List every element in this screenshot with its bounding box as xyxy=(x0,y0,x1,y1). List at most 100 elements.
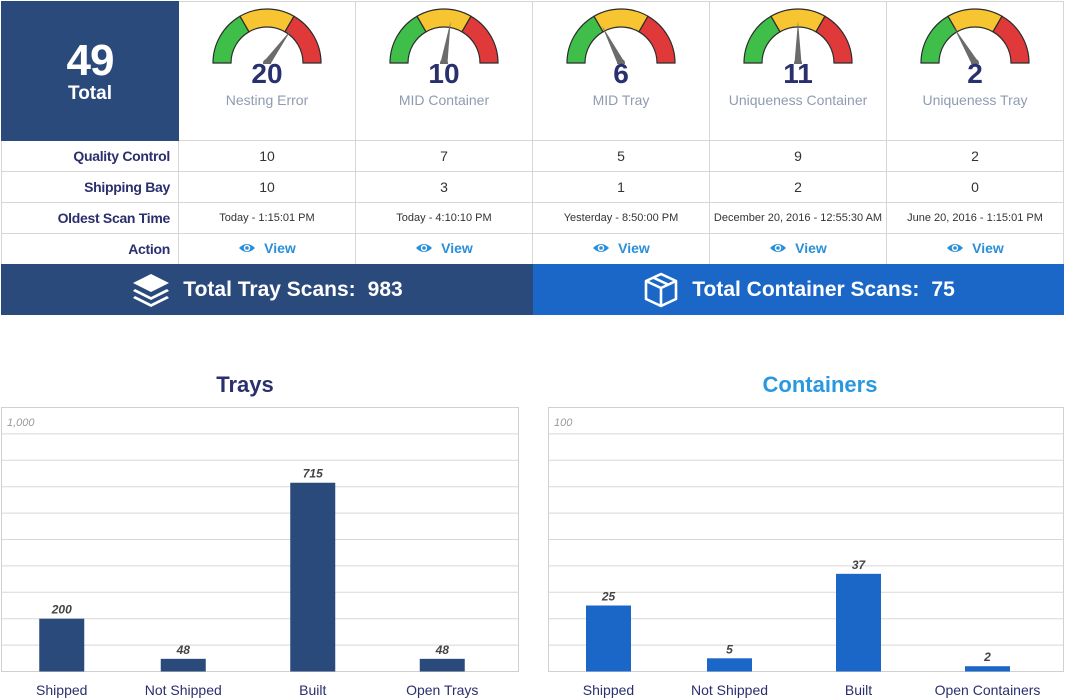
gauge-needle xyxy=(440,21,451,64)
gauge-needle xyxy=(601,25,625,64)
gauge-tile: 10 MID Container xyxy=(355,1,533,141)
x-axis-category-label: Shipped xyxy=(583,682,634,698)
gauge-needle-hub xyxy=(971,59,979,64)
x-axis-category-label: Built xyxy=(299,682,326,698)
table-cell: Today - 4:10:10 PM xyxy=(355,202,533,234)
bar xyxy=(39,618,85,672)
row-label: Oldest Scan Time xyxy=(1,202,179,234)
view-link[interactable]: View xyxy=(769,240,827,256)
gauge-needle-hub xyxy=(263,59,271,64)
gauge-needle xyxy=(264,29,292,64)
view-link[interactable]: View xyxy=(592,240,650,256)
gauge-meter-icon xyxy=(920,8,1030,64)
table-cell: 2 xyxy=(886,140,1064,172)
bar xyxy=(836,573,881,672)
x-axis-category-label: Built xyxy=(845,682,872,698)
view-link-label: View xyxy=(264,239,296,256)
gauge-needle-hub xyxy=(794,59,802,64)
gauge-red-segment xyxy=(461,15,499,64)
gauge-yellow-segment xyxy=(593,8,649,33)
row-label: Action xyxy=(1,233,179,265)
bar xyxy=(965,666,1010,672)
bar xyxy=(160,658,206,672)
bar-value-label: 2 xyxy=(983,650,991,664)
table-cell: 10 xyxy=(178,140,356,172)
gauge-tile: 11 Uniqueness Container xyxy=(709,1,887,141)
eye-icon xyxy=(416,243,433,252)
eye-icon xyxy=(239,243,256,252)
gauge-label: MID Container xyxy=(398,92,490,108)
eye-icon xyxy=(947,243,964,252)
table-cell: 0 xyxy=(886,171,1064,203)
bar xyxy=(419,658,465,672)
table-cell: June 20, 2016 - 1:15:01 PM xyxy=(886,202,1064,234)
total-tile: 49 Total xyxy=(1,1,179,141)
gauge-meter-icon xyxy=(212,8,322,64)
gauge-meter-icon xyxy=(566,8,676,64)
table-cell: 5 xyxy=(532,140,710,172)
table-cell: 1 xyxy=(532,171,710,203)
y-axis-max-tick: 100 xyxy=(554,417,573,429)
gauge-label: Uniqueness Container xyxy=(728,92,868,108)
y-axis-max-tick: 1,000 xyxy=(7,417,35,429)
view-link[interactable]: View xyxy=(415,240,473,256)
gauge-value: 10 xyxy=(428,58,460,89)
gauge-red-segment xyxy=(284,15,322,64)
gauge-yellow-segment xyxy=(416,8,472,33)
view-link-label: View xyxy=(795,239,827,256)
gauge-meter-icon xyxy=(743,8,853,64)
view-link[interactable]: View xyxy=(238,240,296,256)
gauge-value: 2 xyxy=(967,58,983,89)
bar xyxy=(586,605,631,672)
gauge-tile: 20 Nesting Error xyxy=(178,1,356,141)
table-cell: View xyxy=(886,233,1064,265)
containers-chart-title: Containers xyxy=(762,372,878,397)
gauge-value: 11 xyxy=(783,58,813,89)
tray-scans-value: 983 xyxy=(367,277,403,301)
bar-value-label: 200 xyxy=(51,603,72,617)
gauge-yellow-segment xyxy=(947,8,1003,33)
view-link[interactable]: View xyxy=(946,240,1004,256)
table-cell: 2 xyxy=(709,171,887,203)
summary-table: 49 Total 20 Nesting Error 10 MID Contain… xyxy=(1,1,1064,265)
table-cell: Today - 1:15:01 PM xyxy=(178,202,356,234)
bar-value-label: 37 xyxy=(852,558,867,572)
table-cell: View xyxy=(709,233,887,265)
gauge-label: Uniqueness Tray xyxy=(922,92,1028,108)
bar-value-label: 48 xyxy=(435,643,450,657)
bar-value-label: 25 xyxy=(601,590,616,604)
row-label: Shipping Bay xyxy=(1,171,179,203)
container-scans-value: 75 xyxy=(931,277,955,301)
gauge-tile: 2 Uniqueness Tray xyxy=(886,1,1064,141)
total-tray-scans-banner: Total Tray Scans: 983 xyxy=(1,264,533,315)
total-value: 49 xyxy=(66,36,115,85)
table-cell: 7 xyxy=(355,140,533,172)
total-container-scans-banner: Total Container Scans: 75 xyxy=(533,264,1064,315)
eye-icon xyxy=(770,243,787,252)
layers-icon xyxy=(133,273,170,307)
x-axis-category-label: Not Shipped xyxy=(691,682,768,698)
gauge-needle xyxy=(953,26,979,64)
eye-icon xyxy=(593,243,610,252)
tray-scans-label: Total Tray Scans: xyxy=(183,277,356,301)
box-icon xyxy=(644,272,678,307)
gauge-yellow-segment xyxy=(239,8,295,33)
gauge-tile: 6 MID Tray xyxy=(532,1,710,141)
total-label: Total xyxy=(68,83,112,104)
table-cell: Yesterday - 8:50:00 PM xyxy=(532,202,710,234)
gauge-label: Nesting Error xyxy=(225,92,309,108)
gauge-meter-icon xyxy=(389,8,499,64)
table-cell: View xyxy=(532,233,710,265)
gauge-value: 6 xyxy=(613,58,629,89)
table-cell: View xyxy=(355,233,533,265)
x-axis-category-label: Open Trays xyxy=(406,682,478,698)
table-cell: View xyxy=(178,233,356,265)
containers-bar-chart: 100 25 Shipped 5 Not Shipped 37 Built 2 Open Con… xyxy=(548,407,1064,698)
x-axis-category-label: Not Shipped xyxy=(145,682,222,698)
container-scans-label: Total Container Scans: xyxy=(692,277,920,301)
trays-chart-title: Trays xyxy=(216,372,274,397)
table-cell: December 20, 2016 - 12:55:30 AM xyxy=(709,202,887,234)
table-cell: 9 xyxy=(709,140,887,172)
gauge-needle-hub xyxy=(617,59,625,64)
bar-value-label: 48 xyxy=(176,643,191,657)
